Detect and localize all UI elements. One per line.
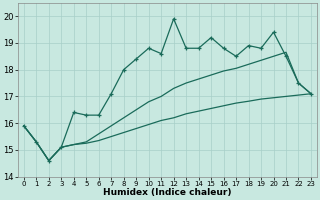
X-axis label: Humidex (Indice chaleur): Humidex (Indice chaleur) <box>103 188 232 197</box>
